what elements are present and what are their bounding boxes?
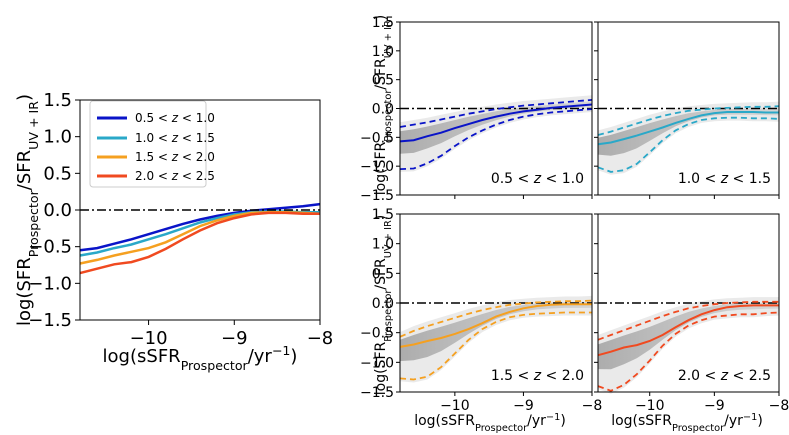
grid-xtick-label: −10 bbox=[440, 398, 470, 414]
median-line bbox=[597, 111, 779, 146]
left-ytick-label: −1.0 bbox=[28, 273, 72, 294]
grid-xtick-label: −10 bbox=[635, 398, 665, 414]
median-line bbox=[399, 103, 593, 143]
left-series-line-3 bbox=[79, 211, 320, 275]
grid-ytick-label: 1.0 bbox=[372, 237, 394, 253]
density-cloud-outer bbox=[598, 101, 779, 175]
left-series-line-0 bbox=[79, 202, 321, 252]
left-panel: −1.5 −1.0 −0.5 0.0 0.5 1.0 1.5 −10 −9 −8 0.5 < z … bbox=[14, 90, 333, 373]
left-ytick-label: 1.0 bbox=[43, 127, 72, 148]
grid-ytick-label: 0.5 bbox=[372, 73, 394, 89]
legend-label-3: 2.0 < z < 2.5 bbox=[135, 169, 215, 183]
left-xtick-label: −8 bbox=[307, 328, 334, 349]
legend-label-2: 1.5 < z < 2.0 bbox=[135, 150, 215, 164]
grid-y-axis-label-top: log(SFRProspector/SFRUV + IR) bbox=[373, 15, 394, 196]
grid-panel-label: 1.0 < z < 1.5 bbox=[678, 171, 771, 187]
left-ytick-label: −1.5 bbox=[28, 310, 72, 331]
lower-percentile-line bbox=[597, 116, 780, 173]
grid-ytick-label: 1.5 bbox=[372, 207, 394, 223]
left-x-axis-label: log(sSFRProspector/yr−1) bbox=[103, 343, 298, 373]
grid-ytick-label: 0.5 bbox=[372, 266, 394, 282]
upper-percentile-line bbox=[597, 300, 779, 341]
legend-label-0: 0.5 < z < 1.0 bbox=[135, 111, 215, 125]
legend-label-1: 1.0 < z < 1.5 bbox=[135, 131, 215, 145]
left-ytick-label: 0.5 bbox=[43, 163, 72, 184]
grid-panel-label: 2.0 < z < 2.5 bbox=[678, 368, 771, 384]
grid-xtick-label: −9 bbox=[704, 398, 725, 414]
left-series-lines bbox=[79, 202, 321, 275]
grid-ytick-label: −1.5 bbox=[360, 188, 394, 204]
grid-ytick-label: 0.0 bbox=[372, 296, 394, 312]
left-y-axis-label: log(SFRProspector/SFRUV + IR) bbox=[14, 94, 41, 326]
left-legend: 0.5 < z < 1.0 1.0 < z < 1.5 1.5 < z < 2.… bbox=[89, 100, 215, 188]
grid-x-axis-label-left: log(sSFRProspector/yr−1) bbox=[414, 412, 566, 434]
lower-percentile-line bbox=[399, 108, 593, 170]
left-xtick-label: −10 bbox=[130, 328, 168, 349]
grid-ytick-label: −1.0 bbox=[360, 355, 394, 371]
left-ytick-label: 0.0 bbox=[43, 200, 72, 221]
left-ytick-label: −0.5 bbox=[28, 237, 72, 258]
right-grid: 0.5 < z < 1.0 −1.5 −1.0 −0.5 0.0 0.5 1.0 1.5 1.0… bbox=[360, 15, 789, 414]
grid-y-axis-label-bottom: log(SFRProspector/SFRUV + IR) bbox=[373, 215, 394, 396]
lower-percentile-line bbox=[597, 311, 780, 392]
median-line bbox=[597, 304, 779, 357]
left-ticks: −1.5 −1.0 −0.5 0.0 0.5 1.0 1.5 −10 −9 −8 bbox=[28, 90, 333, 349]
median-line bbox=[399, 303, 592, 348]
grid-ytick-label: −1.5 bbox=[360, 385, 394, 401]
lower-percentile-line bbox=[399, 311, 592, 381]
grid-panel-label: 0.5 < z < 1.0 bbox=[491, 171, 584, 187]
density-cloud-outer bbox=[598, 297, 779, 394]
grid-ytick-label: 1.0 bbox=[372, 44, 394, 60]
upper-percentile-line bbox=[399, 299, 593, 338]
grid-ytick-label: 1.5 bbox=[372, 15, 394, 31]
grid-panel-0: 0.5 < z < 1.0 −1.5 −1.0 −0.5 0.0 0.5 1.0 1.5 bbox=[360, 15, 593, 204]
density-cloud-core bbox=[400, 301, 592, 362]
grid-ytick-label: 0.0 bbox=[372, 102, 394, 118]
left-ytick-label: 1.5 bbox=[43, 90, 72, 111]
legend-box bbox=[89, 100, 207, 188]
grid-ytick-label: −1.0 bbox=[360, 159, 394, 175]
upper-percentile-line bbox=[399, 99, 593, 128]
grid-xtick-label: −8 bbox=[769, 398, 789, 414]
grid-panel-label: 1.5 < z < 2.0 bbox=[491, 368, 584, 384]
upper-percentile-line bbox=[597, 105, 780, 136]
grid-xtick-label: −9 bbox=[513, 398, 534, 414]
density-cloud-core bbox=[598, 108, 779, 156]
grid-panel-2: 1.5 < z < 2.0 −1.5 −1.0 −0.5 0.0 0.5 1.0 1.5 −10… bbox=[360, 207, 602, 414]
density-cloud-core bbox=[598, 302, 779, 370]
grid-panel-1: 1.0 < z < 1.5 bbox=[594, 21, 780, 199]
grid-ytick-label: −0.5 bbox=[360, 130, 394, 146]
grid-x-axis-label-right: log(sSFRProspector/yr−1) bbox=[611, 412, 763, 434]
grid-xtick-label: −8 bbox=[582, 398, 603, 414]
left-xtick-label: −9 bbox=[221, 328, 248, 349]
grid-panel-3: 2.0 < z < 2.5 −10 −9 −8 bbox=[594, 213, 789, 414]
grid-ytick-label: −0.5 bbox=[360, 326, 394, 342]
density-cloud-outer bbox=[400, 95, 592, 172]
